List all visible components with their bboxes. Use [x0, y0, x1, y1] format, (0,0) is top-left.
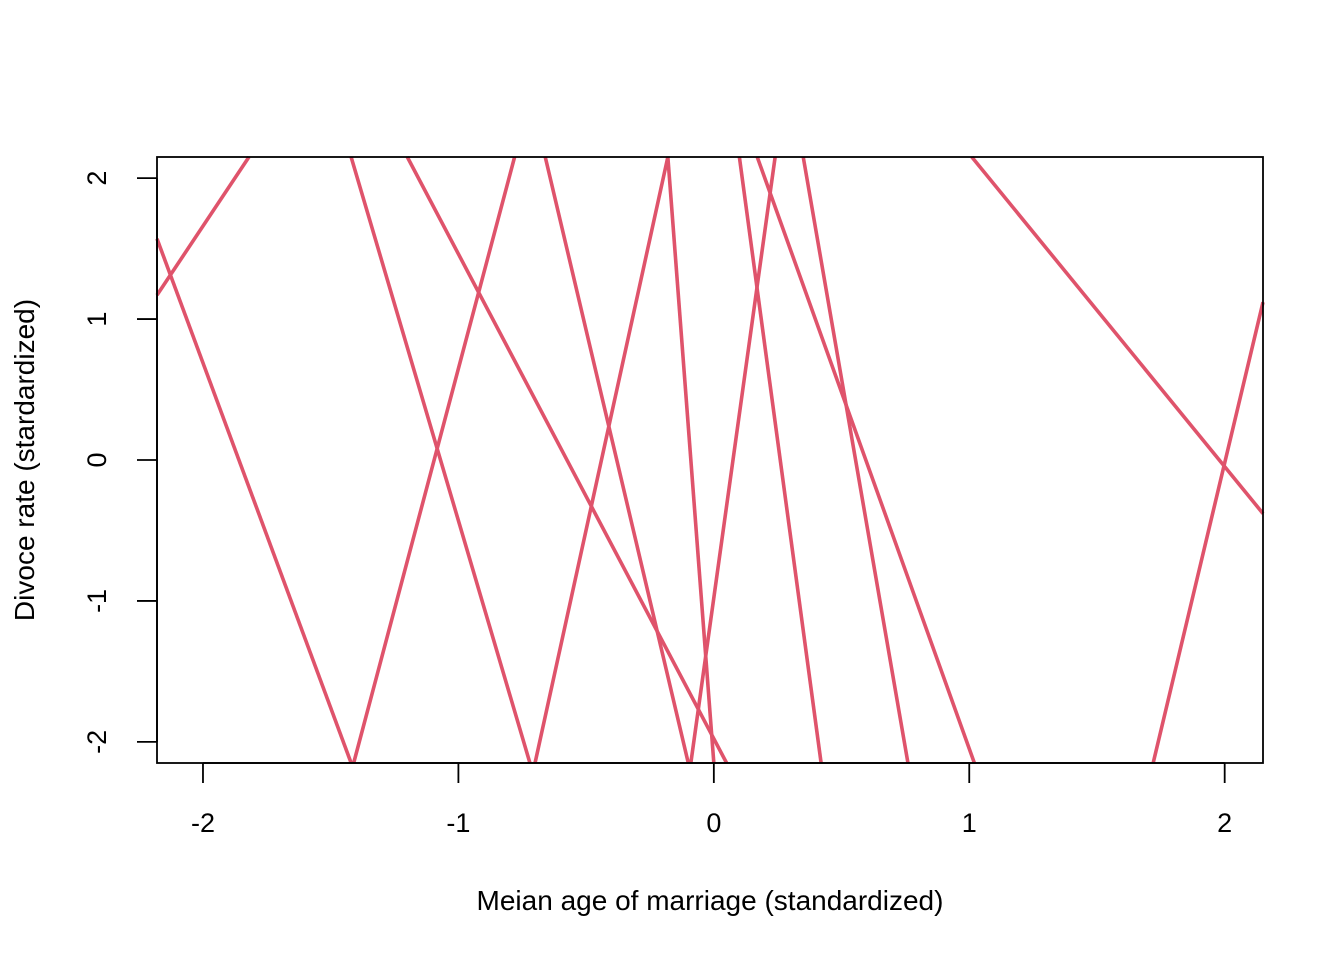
- x-tick-label: 1: [962, 808, 977, 838]
- y-tick-label: -1: [82, 589, 112, 613]
- lines-layer: [155, 155, 1265, 764]
- series-line-9: [689, 156, 777, 764]
- y-tick-label: 2: [82, 171, 112, 186]
- y-tick-label: 0: [82, 452, 112, 467]
- y-tick-label: -2: [82, 730, 112, 754]
- x-tick-label: -2: [191, 808, 215, 838]
- y-axis-title: Divoce rate (stardardized): [9, 299, 40, 621]
- series-line-8: [666, 156, 716, 764]
- series-line-2: [155, 238, 353, 764]
- series-line-4: [405, 156, 729, 764]
- axes-layer: -2 -1 0 1 2 -2 -1 0 1 2: [82, 171, 1232, 838]
- series-line-12: [801, 156, 910, 764]
- series-line-11: [755, 156, 977, 764]
- y-tick-label: 1: [82, 312, 112, 327]
- x-tick-label: 2: [1217, 808, 1232, 838]
- series-line-6: [543, 156, 691, 764]
- series-line-5: [351, 156, 517, 764]
- series-line-3: [349, 156, 532, 764]
- x-tick-label: 0: [706, 808, 721, 838]
- series-line-13: [970, 155, 1265, 515]
- series-line-7: [533, 156, 670, 764]
- series-line-14: [1151, 301, 1265, 764]
- series-line-10: [737, 156, 823, 764]
- plot-frame: [156, 156, 1264, 764]
- x-axis-title: Meian age of marriage (standardized): [477, 885, 944, 916]
- series-line-1: [155, 156, 251, 297]
- x-tick-label: -1: [446, 808, 470, 838]
